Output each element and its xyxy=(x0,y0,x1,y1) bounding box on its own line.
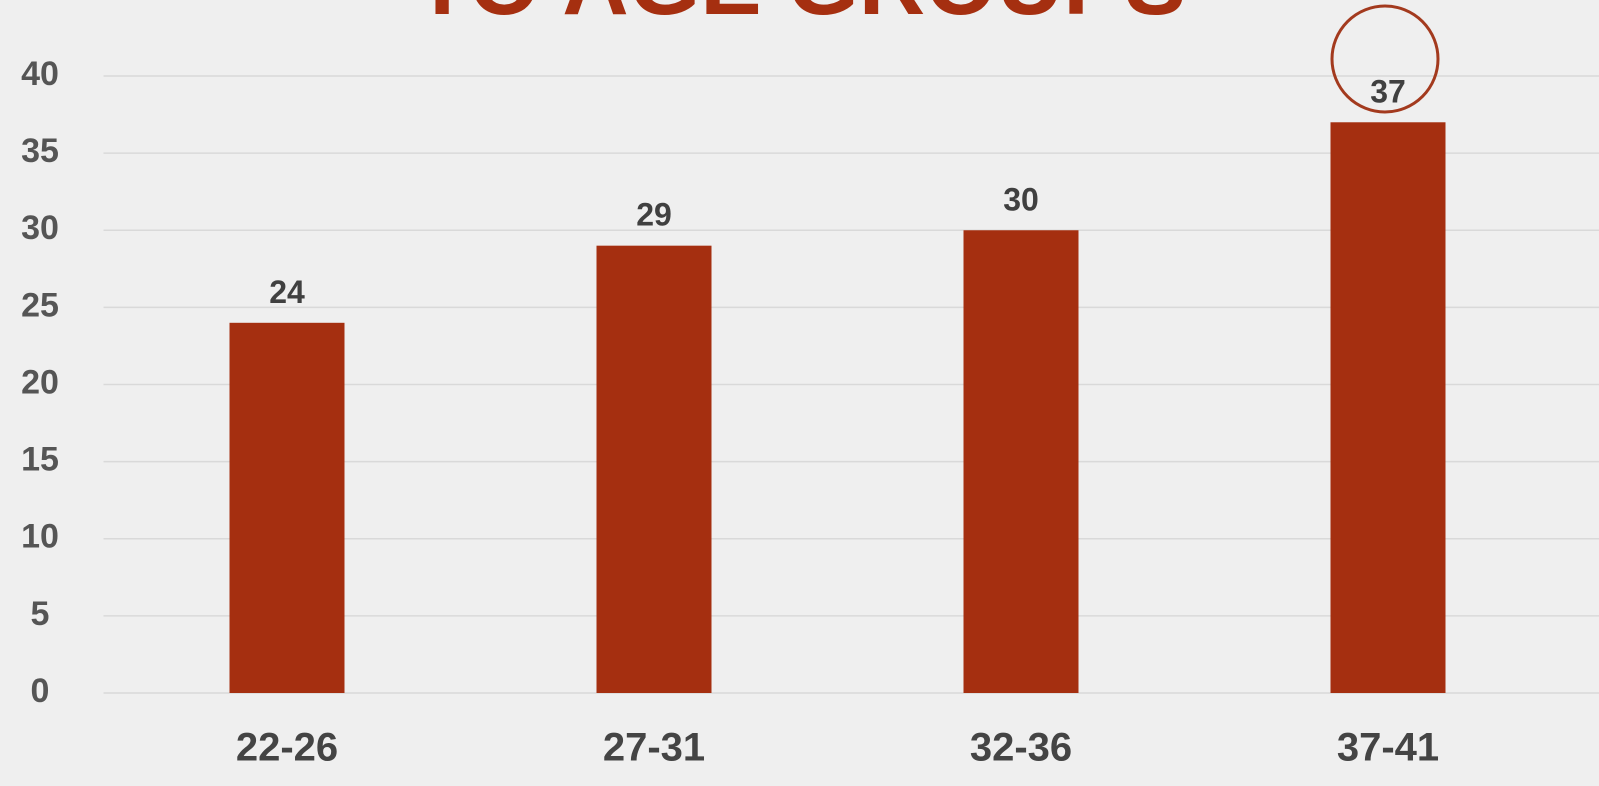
value-label: 37 xyxy=(1370,73,1406,109)
x-tick-label: 32-36 xyxy=(970,726,1072,770)
y-tick-label: 30 xyxy=(21,209,59,247)
y-tick-label: 20 xyxy=(21,363,59,401)
y-tick-label: 0 xyxy=(31,672,50,710)
bar xyxy=(229,322,345,693)
bar xyxy=(963,230,1079,693)
bar xyxy=(1330,122,1446,693)
value-label: 29 xyxy=(636,197,672,233)
value-label: 30 xyxy=(1003,181,1039,217)
y-tick-label: 15 xyxy=(21,441,59,479)
highlight-circle xyxy=(1330,4,1440,114)
bar xyxy=(596,245,712,694)
y-tick-label: 10 xyxy=(21,518,59,556)
x-tick-label: 22-26 xyxy=(236,726,338,770)
value-label: 24 xyxy=(269,274,305,310)
x-tick-label: 27-31 xyxy=(603,726,705,770)
chart-title: TO AGE GROUPS xyxy=(414,0,1186,34)
y-tick-label: 25 xyxy=(21,286,59,324)
y-tick-label: 35 xyxy=(21,132,59,170)
y-tick-label: 5 xyxy=(31,595,50,633)
y-tick-label: 40 xyxy=(21,55,59,93)
plot: 0 5 10 15 20 25 30 35 40 24 22-26 29 27-31 30 32-36 37 3… xyxy=(21,55,1599,770)
x-tick-label: 37-41 xyxy=(1337,726,1439,770)
